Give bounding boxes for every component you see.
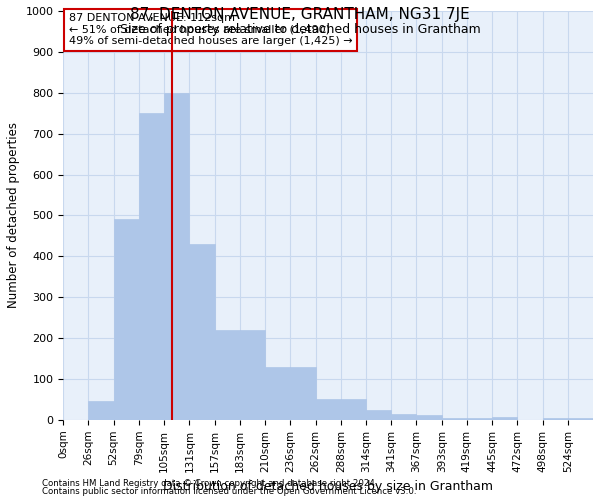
- Bar: [542, 418, 568, 420]
- Text: 87, DENTON AVENUE, GRANTHAM, NG31 7JE: 87, DENTON AVENUE, GRANTHAM, NG31 7JE: [130, 8, 470, 22]
- Bar: [240, 330, 265, 420]
- Bar: [467, 418, 492, 420]
- Bar: [341, 400, 366, 420]
- Bar: [568, 418, 593, 420]
- Text: Size of property relative to detached houses in Grantham: Size of property relative to detached ho…: [119, 22, 481, 36]
- Bar: [442, 418, 467, 420]
- Text: Contains public sector information licensed under the Open Government Licence v3: Contains public sector information licen…: [42, 487, 416, 496]
- Text: Contains HM Land Registry data © Crown copyright and database right 2024.: Contains HM Land Registry data © Crown c…: [42, 478, 377, 488]
- Text: 87 DENTON AVENUE: 112sqm
← 51% of detached houses are smaller (1,490)
49% of sem: 87 DENTON AVENUE: 112sqm ← 51% of detach…: [68, 13, 352, 46]
- Bar: [88, 402, 113, 420]
- X-axis label: Distribution of detached houses by size in Grantham: Distribution of detached houses by size …: [163, 480, 493, 493]
- Y-axis label: Number of detached properties: Number of detached properties: [7, 122, 20, 308]
- Bar: [164, 92, 190, 420]
- Bar: [290, 366, 316, 420]
- Bar: [265, 366, 290, 420]
- Bar: [113, 220, 139, 420]
- Bar: [316, 400, 341, 420]
- Bar: [190, 244, 215, 420]
- Bar: [492, 416, 517, 420]
- Bar: [391, 414, 416, 420]
- Bar: [215, 330, 240, 420]
- Bar: [366, 410, 391, 420]
- Bar: [139, 113, 164, 420]
- Bar: [416, 415, 442, 420]
